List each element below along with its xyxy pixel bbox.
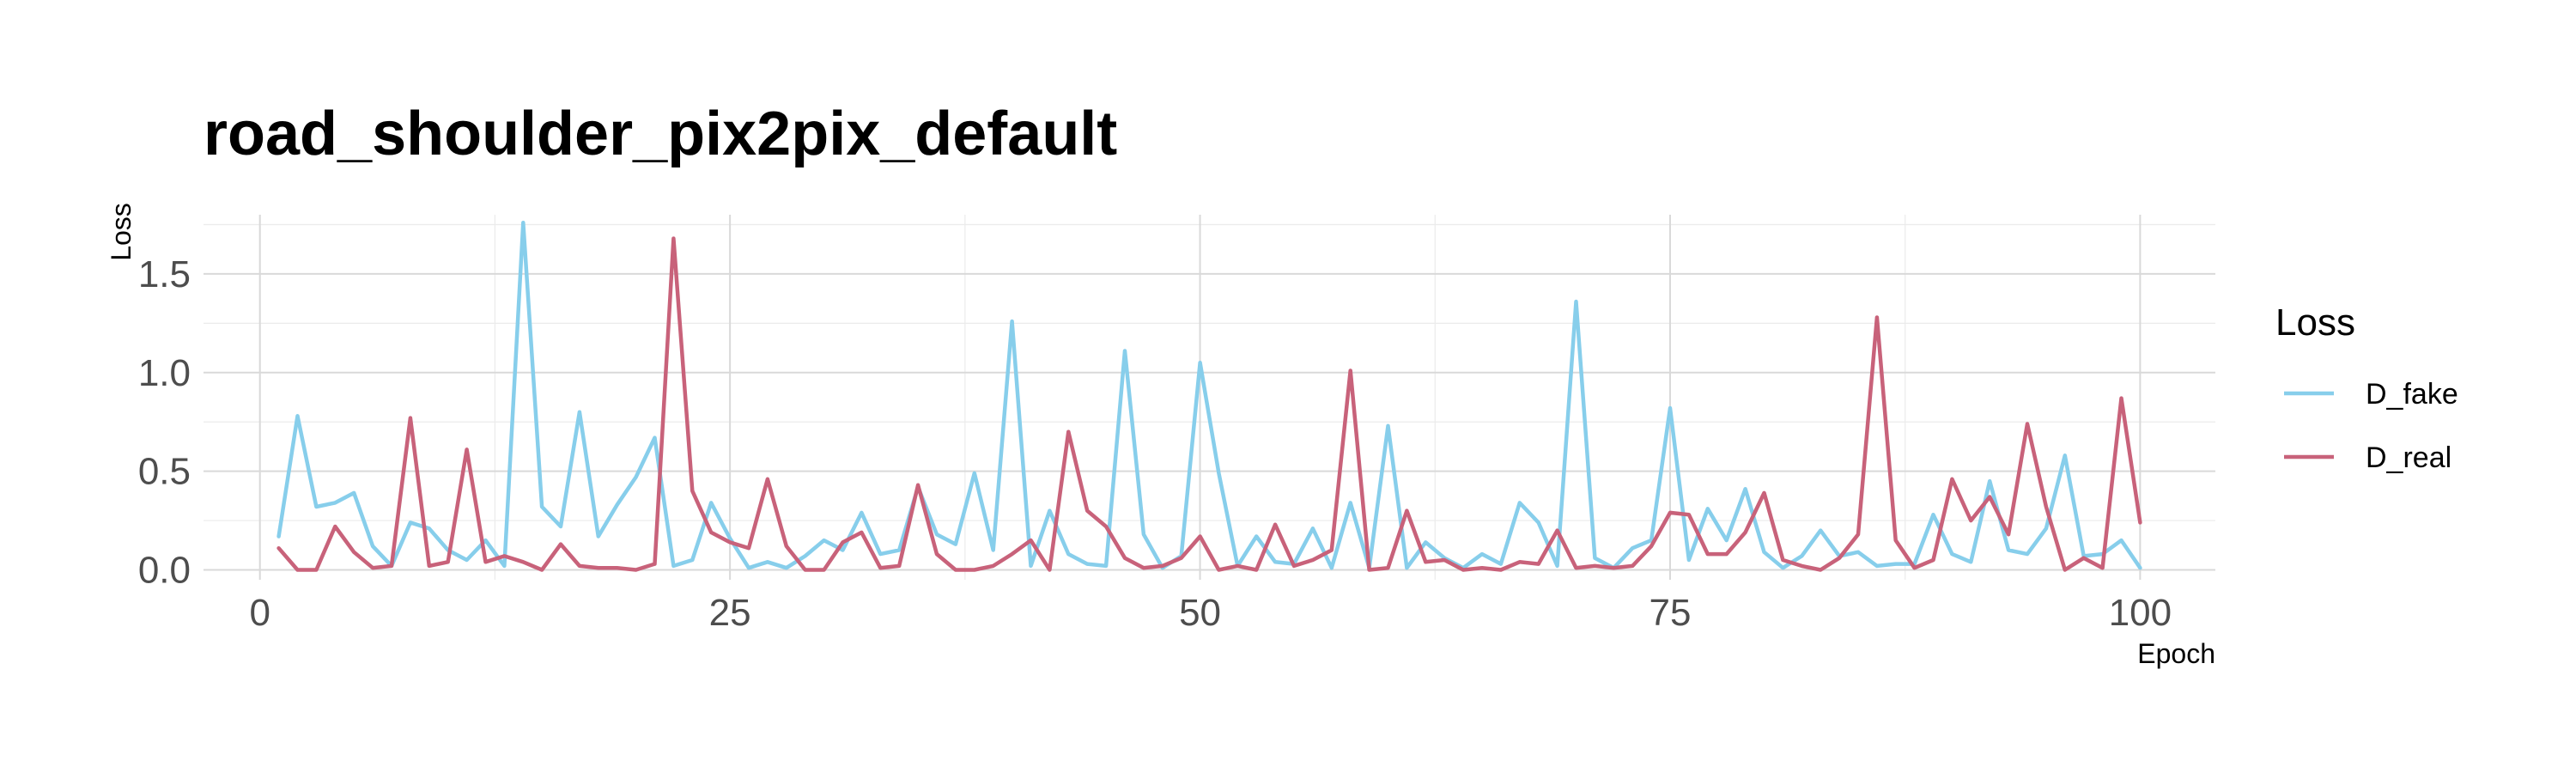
x-tick-label: 75	[1649, 592, 1692, 634]
series-line-d-fake	[276, 220, 2142, 570]
y-tick-label: 1.0	[138, 352, 191, 394]
y-tick-label: 0.0	[138, 550, 191, 592]
legend-label: D_real	[2366, 441, 2451, 474]
y-tick-label: 1.5	[138, 253, 191, 295]
series-line-d-real	[276, 236, 2142, 572]
x-tick-label: 25	[709, 592, 751, 634]
x-tick-label: 50	[1179, 592, 1221, 634]
series-layer	[276, 220, 2142, 572]
y-axis-ticks: 0.0 0.5 1.0 1.5	[138, 253, 191, 592]
y-axis-label: Loss	[106, 203, 137, 261]
chart-title: road_shoulder_pix2pix_default	[204, 100, 1117, 168]
legend-title: Loss	[2275, 301, 2355, 344]
y-tick-label: 0.5	[138, 451, 191, 493]
x-axis-ticks: 0 25 50 75 100	[249, 592, 2172, 634]
legend-label: D_fake	[2366, 378, 2458, 411]
x-tick-label: 100	[2109, 592, 2172, 634]
x-axis-label: Epoch	[2137, 638, 2215, 669]
legend: Loss D_fake D_real	[2275, 301, 2458, 474]
x-tick-label: 0	[249, 592, 270, 634]
